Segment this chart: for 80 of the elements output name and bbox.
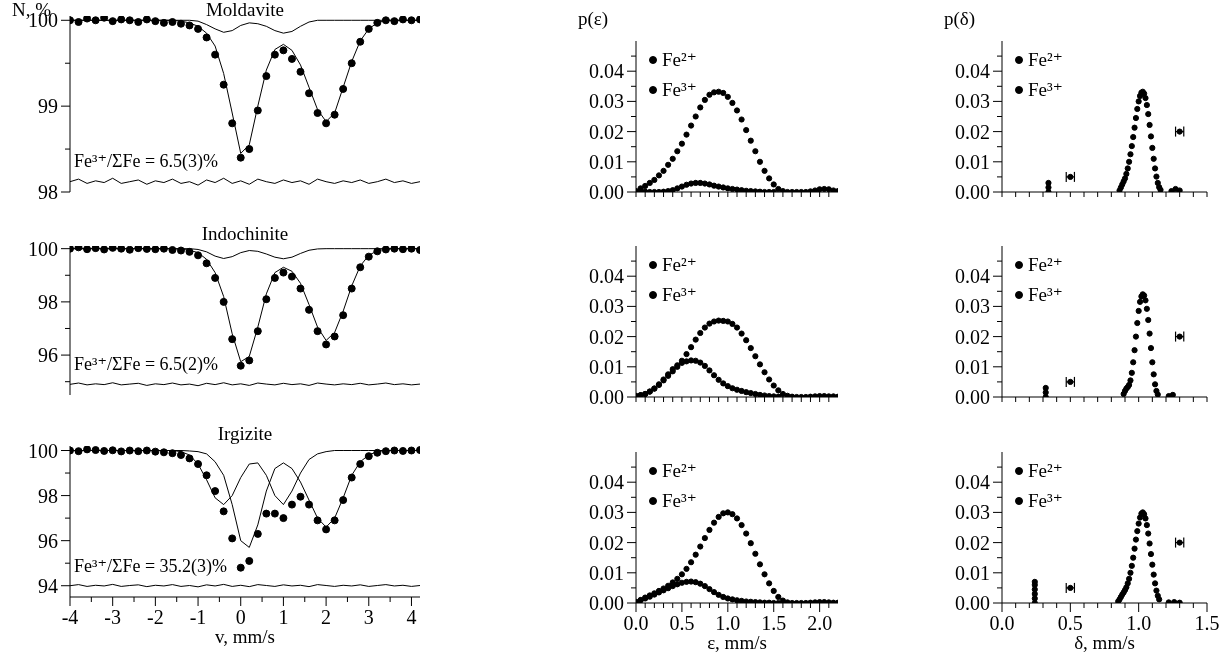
y-tick-label: 0.04 [589,265,624,288]
y-tick-label: 0.00 [955,386,990,408]
x-axis-title: ε, mm/s [706,632,768,653]
y-tick-label: 0.03 [589,501,624,524]
annotation: Fe³⁺/ΣFe = 6.5(3)% [74,151,219,171]
y-tick-label: 0.04 [955,60,990,83]
legend-label: Fe³⁺ [662,489,697,513]
x-tick-label: 1.5 [1194,612,1220,634]
y-tick-label: 0.02 [955,531,990,554]
x-tick-label: 4 [406,606,417,628]
legend-label: Fe³⁺ [1028,78,1063,102]
y-tick-label: 98 [38,484,58,507]
y-tick-label: 0.02 [589,120,624,143]
y-tick-label: 0.02 [589,531,624,554]
x-axis-title: v, mm/s [214,626,276,647]
legend-label: Fe²⁺ [1028,48,1063,72]
y-tick-label: 98 [38,181,58,203]
x-axis-title: δ, mm/s [1073,632,1136,653]
annotation: Fe³⁺/ΣFe = 6.5(2)% [74,354,219,374]
x-tick-label: 2 [321,606,332,628]
x-tick-label: 3 [363,606,374,628]
x-tick-label: 1.5 [761,612,787,634]
legend-label: Fe³⁺ [1028,489,1063,513]
y-tick-label: 0.01 [955,150,990,173]
chart-title: Irgizite [216,423,274,444]
x-tick-label: 0.0 [989,612,1015,634]
legend-label: Fe³⁺ [1028,283,1063,307]
y-tick-label: 0.00 [955,592,990,614]
legend-label: Fe²⁺ [1028,253,1063,277]
y-tick-label: 0.02 [955,325,990,348]
y-tick-label: 96 [38,529,58,552]
chart-title: Moldavite [204,0,286,20]
y-tick-label: 0.03 [589,295,624,318]
x-tick-label: 1.0 [715,612,741,634]
y-tick-label: 0.00 [955,181,990,203]
x-tick-label: -1 [189,606,207,628]
y-tick-label: 0.04 [589,60,624,83]
legend-label: Fe³⁺ [662,283,697,307]
y-tick-label: 0.01 [589,150,624,173]
x-tick-label: -4 [61,606,79,628]
legend-label: Fe²⁺ [662,48,697,72]
x-tick-label: 0.5 [669,612,695,634]
x-tick-label: -3 [104,606,122,628]
y-tick-label: 0.03 [589,90,624,113]
legend-label: Fe²⁺ [662,459,697,483]
legend-label: Fe²⁺ [1028,459,1063,483]
y-tick-label: 0.04 [589,471,624,494]
x-tick-label: -2 [147,606,164,628]
annotation: Fe³⁺/ΣFe = 35.2(3)% [74,556,228,576]
y-tick-label: 0.00 [589,386,624,408]
x-tick-label: 0 [235,606,246,628]
y-tick-label: 0.03 [955,295,990,318]
y-tick-label: 100 [28,439,58,462]
y-tick-label: 0.01 [955,355,990,378]
y-tick-label: 0.00 [589,592,624,614]
chart-title: Indochinite [200,223,290,244]
y-tick-label: 99 [38,95,58,118]
y-axis-title: p(ε) [578,8,609,29]
y-tick-label: 0.04 [955,265,990,288]
y-axis-title: p(δ) [944,8,976,29]
x-tick-label: 0.0 [623,612,649,634]
legend-label: Fe³⁺ [662,78,697,102]
x-tick-label: 1.0 [1126,612,1152,634]
legend-label: Fe²⁺ [662,253,697,277]
y-tick-label: 0.03 [955,501,990,524]
y-tick-label: 0.01 [955,561,990,584]
y-tick-label: 0.00 [589,181,624,203]
y-tick-label: 96 [38,344,58,367]
y-tick-label: 98 [38,290,58,313]
y-tick-label: 94 [38,574,58,597]
y-tick-label: 0.02 [955,120,990,143]
x-tick-label: 0.5 [1057,612,1083,634]
x-tick-label: 2.0 [807,612,833,634]
x-tick-label: 1 [278,606,289,628]
y-tick-label: 0.02 [589,325,624,348]
y-tick-label: 0.03 [955,90,990,113]
y-tick-label: 0.01 [589,561,624,584]
y-tick-label: 0.04 [955,471,990,494]
y-tick-label: 100 [28,237,58,260]
y-tick-label: 0.01 [589,355,624,378]
